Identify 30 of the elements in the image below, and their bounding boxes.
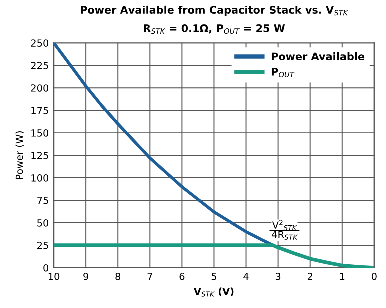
y-tick-label: 0 xyxy=(44,264,49,272)
x-tick-label: 2 xyxy=(308,272,312,280)
y-tick-label: 50 xyxy=(38,219,49,227)
y-tick-label: 75 xyxy=(38,197,48,204)
legend-label: P$_{OUT}$ xyxy=(272,68,295,78)
y-tick-label: 200 xyxy=(31,84,49,92)
annotation: V$^{2}$$_{STK}$ xyxy=(272,220,298,231)
x-axis-title: V$_{STK}$ (V) xyxy=(194,288,234,297)
x-tick-label: 10 xyxy=(48,272,60,280)
y-tick-label: 100 xyxy=(32,174,49,182)
x-tick-label: 6 xyxy=(180,272,185,280)
x-tick-label: 7 xyxy=(148,273,152,280)
y-tick-label: 125 xyxy=(32,152,48,160)
y-tick-label: 25 xyxy=(38,242,48,250)
x-tick-label: 9 xyxy=(84,272,88,280)
annotation: 4R$_{STK}$ xyxy=(272,231,298,240)
x-tick-label: 0 xyxy=(372,272,377,280)
x-tick-label: 3 xyxy=(276,272,281,280)
y-tick-label: 250 xyxy=(31,40,49,47)
x-tick-label: 4 xyxy=(244,273,249,280)
y-tick-label: 225 xyxy=(31,62,48,70)
x-tick-label: 1 xyxy=(340,273,345,280)
chart-title: Power Available from Capacitor Stack vs. V$_{STK}$ xyxy=(81,6,349,16)
y-tick-label: 175 xyxy=(32,107,48,114)
chart-subtitle: R$_{STK}$ = 0.1Ω, P$_{OUT}$ = 25 W xyxy=(144,24,286,34)
legend-label: Power Available xyxy=(272,52,365,61)
y-tick-label: 150 xyxy=(32,130,49,137)
y-axis-title: Power (W) xyxy=(16,132,24,180)
x-tick-label: 5 xyxy=(212,273,216,280)
x-tick-label: 8 xyxy=(116,272,121,280)
